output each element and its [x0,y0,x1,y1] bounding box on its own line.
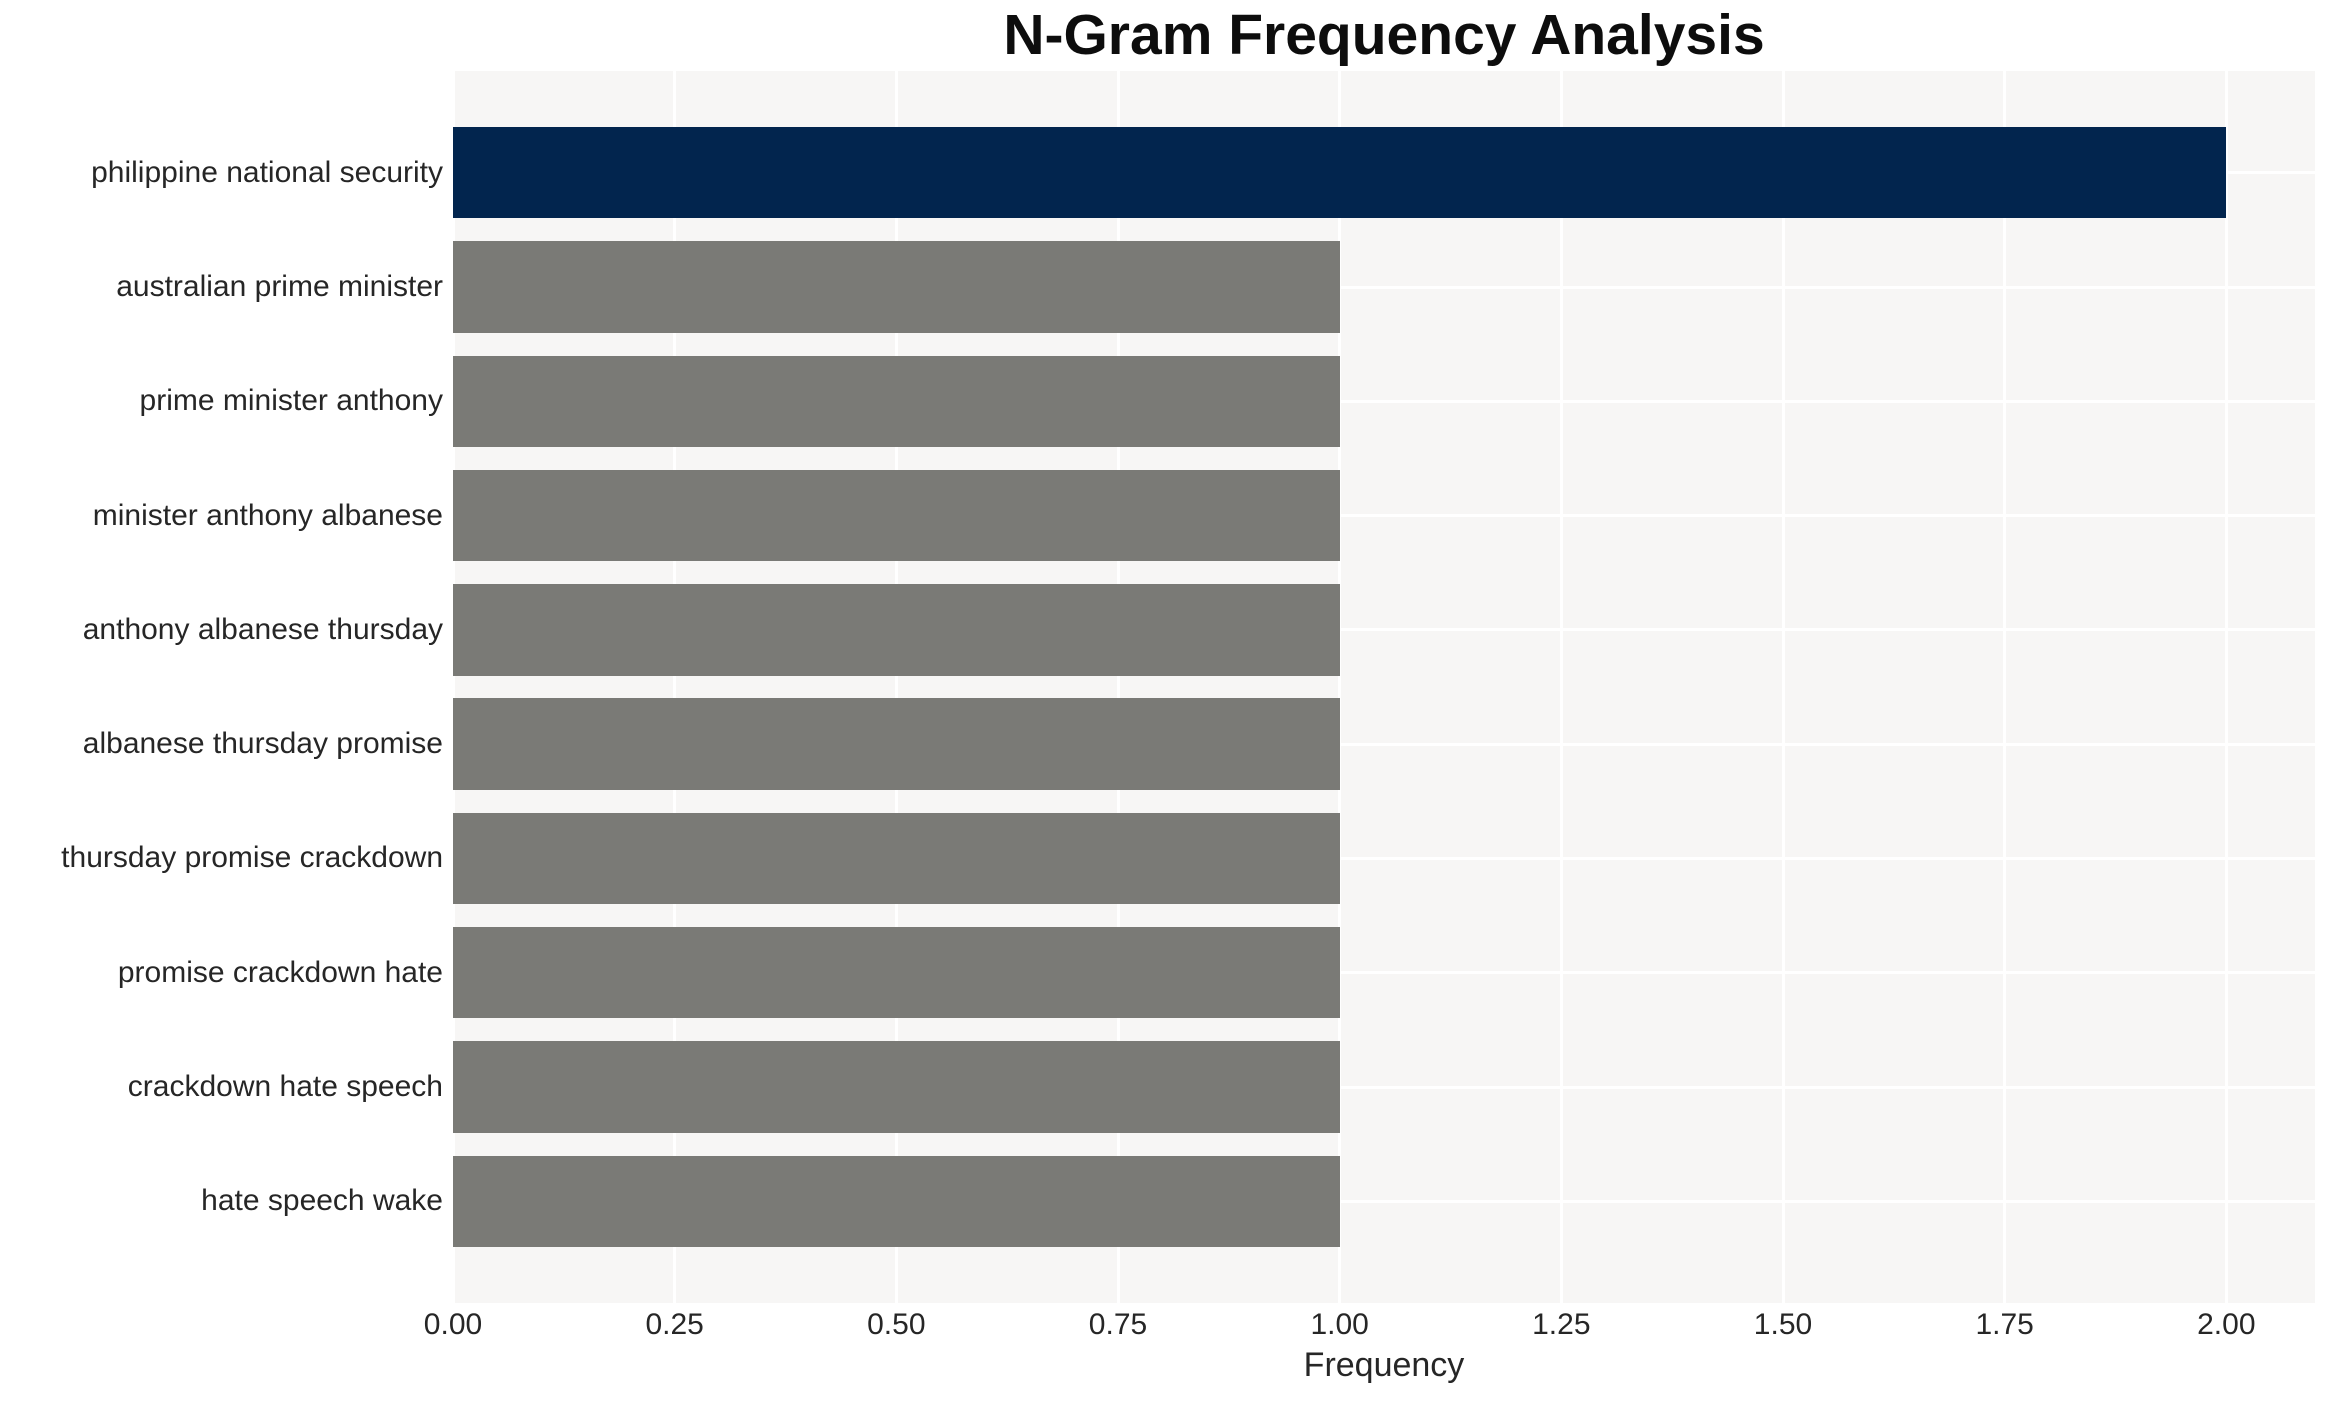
y-tick-label: hate speech wake [201,1184,443,1218]
x-gridline [1116,71,1120,1303]
y-gridline [453,285,2315,289]
y-tick-label: thursday promise crackdown [61,841,443,875]
y-tick-label: promise crackdown hate [117,955,443,989]
x-tick-label: 0.50 [867,1308,926,1341]
y-tick-label: australian prime minister [116,269,443,303]
plot-area [451,71,2315,1303]
x-gridline [1338,71,1342,1303]
x-gridline [1559,71,1563,1303]
y-gridline [453,971,2315,975]
bar-2 [453,241,1340,333]
bar-3 [453,355,1340,447]
x-gridline [2224,71,2228,1303]
y-tick-label: philippine national security [91,155,443,189]
y-gridline [453,742,2315,746]
x-gridline [451,71,455,1303]
y-tick-label: prime minister anthony [139,384,443,418]
bar-5 [453,584,1340,676]
x-tick-label: 1.50 [1753,1308,1813,1341]
x-tick-label: 1.00 [1310,1308,1369,1341]
x-gridline [1781,71,1785,1303]
y-tick-label: crackdown hate speech [127,1069,443,1103]
y-tick-label: albanese thursday promise [82,727,443,761]
y-gridline [453,1199,2315,1203]
y-gridline [453,399,2315,403]
bar-9 [453,1041,1340,1133]
x-tick-label: 0.00 [423,1308,483,1341]
x-gridline [673,71,677,1303]
x-tick-label: 0.75 [1088,1308,1148,1341]
bar-8 [453,927,1340,1019]
y-gridline [453,628,2315,632]
y-tick-label: anthony albanese thursday [82,612,443,646]
x-gridline [894,71,898,1303]
y-gridline [453,514,2315,518]
y-tick-label: minister anthony albanese [92,498,443,532]
x-tick-label: 1.25 [1532,1308,1591,1341]
x-tick-label: 0.25 [645,1308,704,1341]
bar-7 [453,812,1340,905]
x-tick-label: 1.75 [1975,1308,2034,1341]
bar-4 [453,469,1340,562]
chart-title: N-Gram Frequency Analysis [1003,3,1765,67]
x-tick-label: 2.00 [2197,1308,2256,1341]
y-gridline [453,1085,2315,1089]
bar-10 [453,1155,1340,1247]
y-gridline [453,856,2315,860]
x-axis-title: Frequency [1303,1346,1465,1384]
x-gridline [2003,71,2007,1303]
bar-1 [453,127,2227,219]
bar-6 [453,698,1340,790]
